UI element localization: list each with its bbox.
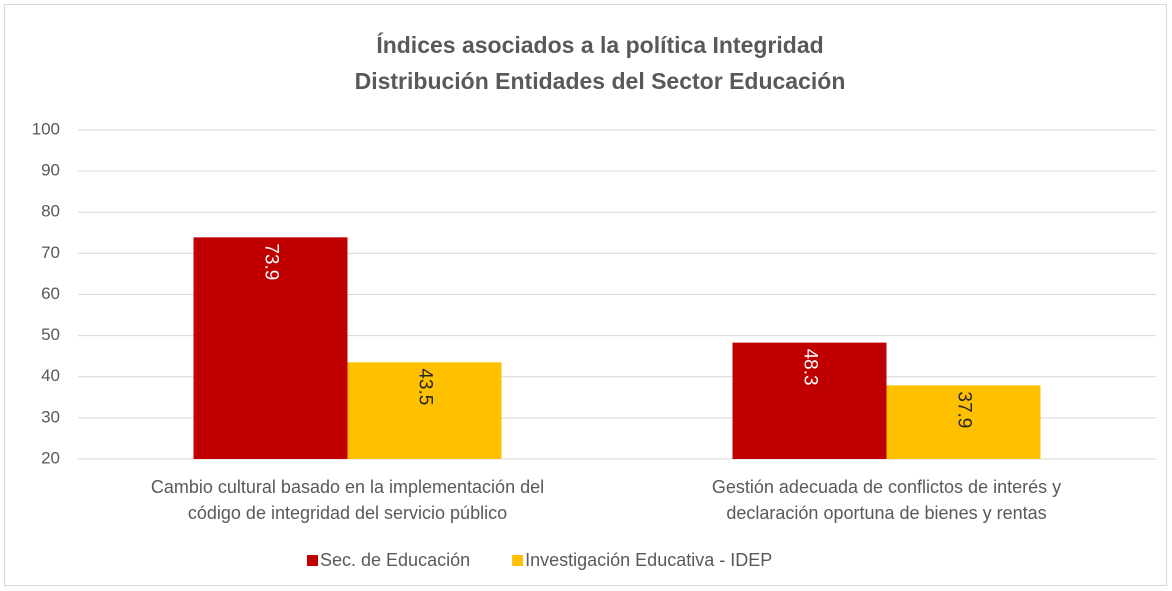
bar (886, 385, 1041, 459)
x-tick-label: Gestión adecuada de conflictos de interé… (712, 477, 1061, 497)
bar (193, 237, 348, 459)
legend-label: Sec. de Educación (320, 550, 470, 570)
y-tick-label: 30 (41, 407, 60, 426)
y-tick-label: 20 (41, 448, 60, 467)
y-tick-label: 70 (41, 243, 60, 262)
chart-title: Distribución Entidades del Sector Educac… (355, 68, 846, 94)
legend-swatch (512, 555, 524, 566)
chart-title: Índices asociados a la política Integrid… (376, 31, 823, 58)
y-tick-label: 60 (41, 284, 60, 303)
x-tick-label: código de integridad del servicio públic… (188, 503, 507, 523)
y-tick-label: 100 (32, 119, 60, 138)
x-tick-label: Cambio cultural basado en la implementac… (151, 477, 544, 497)
bar (347, 362, 502, 459)
legend-swatch (307, 555, 318, 566)
y-tick-label: 80 (41, 202, 60, 221)
bar (732, 342, 887, 459)
data-label: 48.3 (799, 349, 820, 386)
data-label: 43.5 (414, 368, 435, 405)
x-tick-label: declaración oportuna de bienes y rentas (726, 503, 1046, 523)
y-tick-label: 50 (41, 325, 60, 344)
y-tick-label: 40 (41, 366, 60, 385)
legend-label: Investigación Educativa - IDEP (525, 550, 772, 570)
y-tick-label: 90 (41, 161, 60, 180)
data-label: 37.9 (953, 391, 974, 428)
data-label: 73.9 (260, 243, 281, 280)
